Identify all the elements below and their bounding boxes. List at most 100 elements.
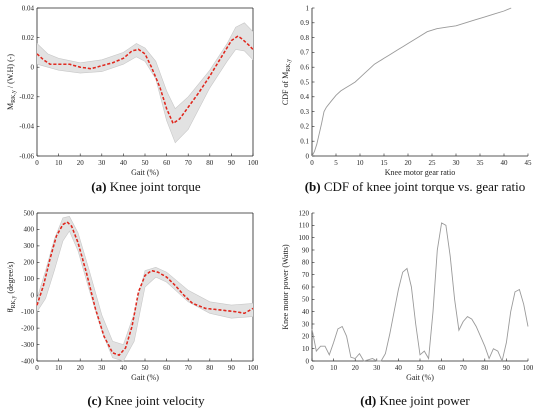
y-tick-label: 40 (302, 308, 310, 316)
chart-panel-1: 0 5 10 15 20 25 30 35 40 45 0 0.1 0.2 0.3 0.4 0.5 0.6 0.7… (281, 4, 532, 194)
y-tick-label: 400 (24, 226, 35, 234)
y-tick-label: -0.06 (19, 152, 34, 160)
x-tick-label: 35 (477, 159, 485, 167)
y-axis-label: CDF of MRK,y (281, 59, 292, 105)
x-tick-label: 50 (417, 364, 425, 372)
x-tick-label: 20 (352, 364, 360, 372)
y-tick-label: -200 (21, 324, 34, 332)
y-axis-label-main: Knee motor power (Watts) (281, 244, 290, 330)
x-tick-label: 25 (429, 159, 437, 167)
y-tick-label: 20 (302, 333, 310, 341)
x-tick-label: 90 (503, 364, 511, 372)
x-tick-label: 40 (395, 364, 403, 372)
x-tick-label: 30 (453, 159, 461, 167)
x-tick-label: 0 (310, 364, 314, 372)
x-tick-label: 45 (525, 159, 533, 167)
y-tick-label: 50 (302, 296, 310, 304)
x-tick-label: 100 (248, 364, 259, 372)
chart-panel-0: 0 10 20 30 40 50 60 70 80 90 100 -0.06 -0.04 -0.02 0 0.… (6, 4, 259, 194)
x-tick-label: 20 (77, 364, 85, 372)
series-line-gray-step (311, 7, 512, 157)
x-tick-label: 80 (206, 159, 214, 167)
x-tick-label: 50 (142, 364, 150, 372)
panel-caption: (b) CDF of knee joint torque vs. gear ra… (305, 179, 526, 194)
y-tick-label: -300 (21, 341, 34, 349)
x-tick-label: 100 (523, 364, 534, 372)
chart-panel-3: 0 10 20 30 40 50 60 70 80 90 100 0 10 20 30 40 50 60 70 80 9… (281, 209, 534, 408)
y-tick-label: 200 (24, 259, 35, 267)
x-tick-label: 10 (357, 159, 365, 167)
y-axis-label-tail: (degree/s) (6, 261, 15, 295)
y-tick-label: 110 (299, 222, 310, 230)
x-tick-label: 80 (206, 364, 214, 372)
x-tick-label: 50 (142, 159, 150, 167)
y-tick-label: 0 (31, 292, 35, 300)
y-tick-label: 1 (306, 4, 310, 12)
y-tick-label: 100 (24, 275, 35, 283)
x-tick-label: 70 (460, 364, 468, 372)
y-tick-label: 10 (302, 345, 310, 353)
panel-caption: (d) Knee joint power (360, 393, 470, 408)
chart-panel-2: 0 10 20 30 40 50 60 70 80 90 100 -400 -300 -200 -100 0 1… (6, 209, 259, 408)
x-tick-label: 100 (248, 159, 259, 167)
y-axis-label-subscript: RK,y (286, 59, 292, 72)
y-tick-label: 0.2 (300, 123, 309, 131)
panel-caption-text: Knee joint torque (106, 179, 200, 194)
x-tick-label: 10 (55, 159, 63, 167)
panel-caption-text: Knee joint velocity (102, 393, 205, 408)
x-axis-label: Gait (%) (131, 373, 159, 382)
x-tick-label: 60 (163, 159, 171, 167)
series-line-gray-envelope-lower (36, 230, 254, 362)
panel-caption: (a) Knee joint torque (91, 179, 201, 194)
y-tick-label: 300 (24, 242, 35, 250)
x-tick-label: 40 (501, 159, 509, 167)
y-tick-label: 0 (31, 64, 35, 72)
x-tick-label: 20 (405, 159, 413, 167)
panel-caption: (c) Knee joint velocity (87, 393, 205, 408)
series-line-mean-top (36, 35, 254, 125)
y-axis-label: MRK,y / (W.H) (-) (6, 54, 17, 110)
y-axis-label-tail: / (W.H) (-) (6, 54, 15, 90)
panel-caption-text: CDF of knee joint torque vs. gear ratio (321, 179, 526, 194)
series-line-gray-envelope-upper (36, 22, 254, 110)
series-envelope-band (37, 22, 253, 143)
x-tick-label: 70 (185, 364, 193, 372)
y-axis-label-subscript: RK,y (11, 296, 17, 309)
x-tick-label: 60 (163, 364, 171, 372)
y-tick-label: 120 (299, 209, 310, 217)
panel-caption-letter: (d) (360, 393, 376, 408)
series-envelope-band (37, 216, 253, 361)
y-axis-label: θ̇RK,y (degree/s) (6, 261, 17, 312)
x-axis-label: Gait (%) (406, 373, 434, 382)
panel-caption-letter: (b) (305, 179, 321, 194)
y-tick-label: 0.6 (300, 64, 309, 72)
x-tick-label: 20 (77, 159, 85, 167)
y-tick-label: 0.02 (22, 34, 35, 42)
y-axis-label-subscript: RK,y (11, 90, 17, 103)
y-axis-label-main: M (6, 103, 15, 110)
y-tick-label: -0.02 (19, 93, 34, 101)
y-tick-label: 0.4 (300, 93, 309, 101)
x-tick-label: 10 (330, 364, 338, 372)
x-tick-label: 90 (228, 159, 236, 167)
panel-caption-text: Knee joint power (376, 393, 470, 408)
x-axis-label: Gait (%) (131, 168, 159, 177)
y-axis-label: Knee motor power (Watts) (281, 244, 290, 330)
series-line-gray-line (311, 222, 529, 363)
x-tick-label: 0 (35, 364, 39, 372)
y-tick-label: 60 (302, 283, 310, 291)
x-tick-label: 30 (373, 364, 381, 372)
y-axis-label-main: θ̇ (6, 308, 15, 313)
x-tick-label: 40 (120, 364, 128, 372)
x-tick-label: 5 (334, 159, 338, 167)
y-tick-label: 0.04 (22, 4, 35, 12)
x-tick-label: 0 (310, 159, 314, 167)
y-tick-label: 90 (302, 246, 310, 254)
series-line-gray-envelope-upper (36, 215, 254, 345)
y-tick-label: 0.3 (300, 108, 309, 116)
y-tick-label: 0 (306, 357, 310, 365)
y-tick-label: 0.7 (300, 49, 309, 57)
y-tick-label: 0.8 (300, 34, 309, 42)
y-tick-label: -400 (21, 357, 34, 365)
